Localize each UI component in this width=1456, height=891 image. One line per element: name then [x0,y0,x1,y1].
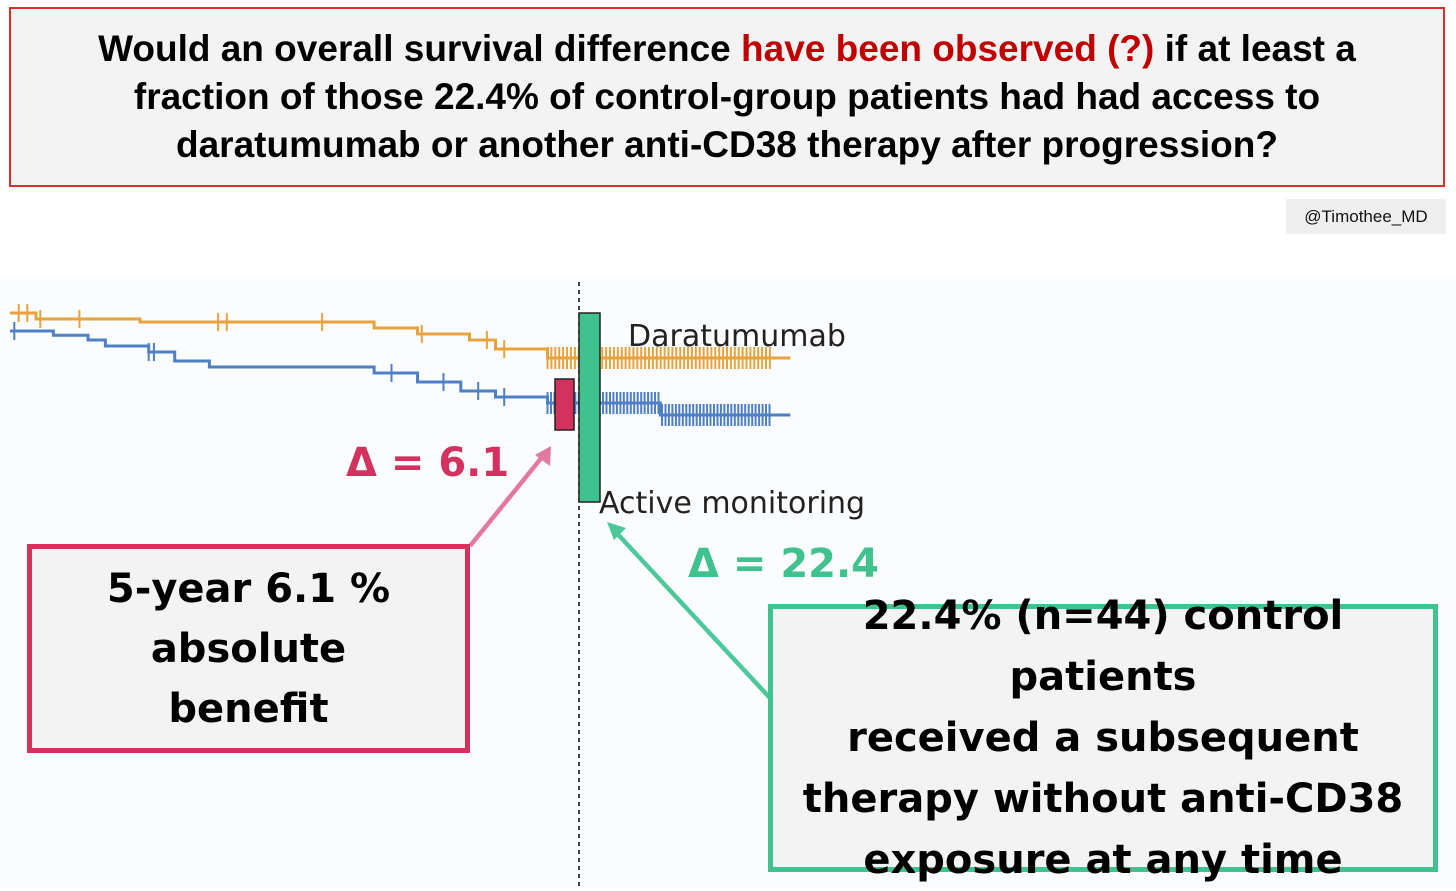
benefit-line-3: benefit [168,685,329,732]
control-callout: 22.4% (n=44) control patients received a… [768,593,1438,883]
delta-small-label: Δ = 6.1 [346,440,509,486]
benefit-line-2: absolute [150,625,347,672]
control-arrow [607,522,772,700]
author-handle: @Timothee_MD [1286,199,1446,234]
delta-large-label: Δ = 22.4 [688,541,879,587]
series-label-daratumumab: Daratumumab [628,319,846,354]
benefit-line-1: 5-year 6.1 % [106,565,391,612]
control-line-3: therapy without anti-CD38 [802,775,1404,822]
daratumumab-curve [10,311,791,360]
control-line-4: exposure at any time [863,836,1343,883]
question-end: if at least a fraction of those 22.4% of… [133,28,1356,165]
benefit-callout: 5-year 6.1 % absolute benefit [27,544,470,753]
delta-small-bar [554,378,575,431]
series-label-active-monitoring: Active monitoring [599,486,865,521]
question-highlight: have been observed (?) [741,28,1155,69]
question-text: Would an overall survival difference hav… [11,25,1443,169]
question-banner: Would an overall survival difference hav… [9,7,1445,187]
active-monitoring-curve [10,329,791,417]
control-line-2: received a subsequent [847,714,1359,761]
benefit-arrow [468,446,551,548]
control-line-1: 22.4% (n=44) control patients [862,592,1344,700]
question-start: Would an overall survival difference [98,28,731,69]
delta-large-bar [578,312,601,503]
